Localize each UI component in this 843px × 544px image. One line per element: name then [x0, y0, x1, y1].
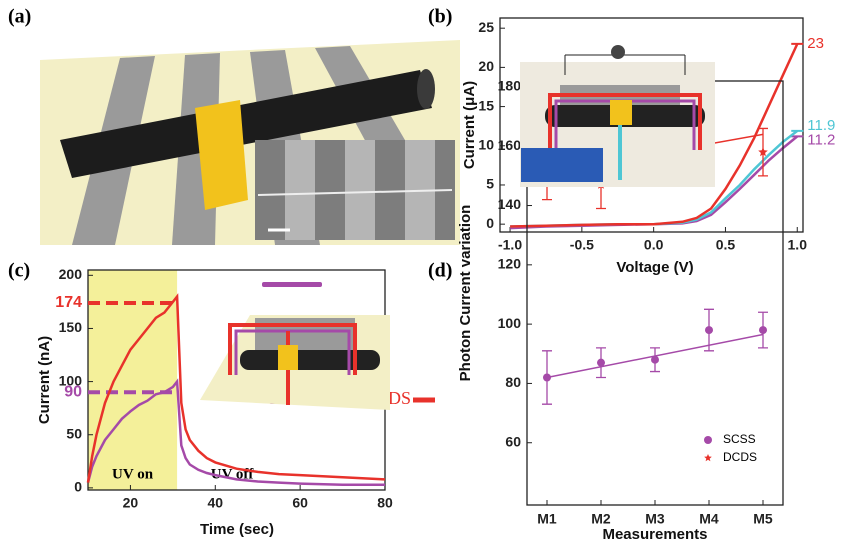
y-tick-label: 180	[498, 78, 522, 94]
y-tick-label: 80	[505, 374, 521, 390]
y-tick-label: 120	[498, 256, 522, 272]
x-axis-label: Measurements	[602, 526, 707, 543]
x-axis-label: Voltage (V)	[616, 259, 693, 276]
x-tick-label: 0.5	[716, 237, 736, 253]
panel-label: (c)	[8, 260, 30, 282]
panel-label: (b)	[428, 6, 452, 28]
data-point	[543, 374, 551, 382]
y-tick-label: 160	[498, 137, 522, 153]
nanowire-end	[417, 69, 435, 109]
data-point	[705, 326, 713, 334]
y-tick-label: 60	[505, 433, 521, 449]
legend-label: DCDS	[723, 450, 757, 464]
x-tick-label: 1.0	[788, 237, 808, 253]
y-tick-label: 0	[74, 479, 82, 495]
x-tick-label: M4	[699, 511, 719, 527]
legend-box	[521, 148, 603, 182]
y-tick-label: 140	[498, 196, 522, 212]
y-tick-label: 15	[478, 97, 494, 113]
reference-label: 174	[55, 294, 82, 311]
reference-label: 90	[64, 383, 82, 400]
y-tick-label: 100	[498, 315, 522, 331]
x-tick-label: M3	[645, 511, 665, 527]
sem-electrode	[285, 140, 315, 240]
data-point	[759, 326, 767, 334]
y-tick-label: 150	[59, 319, 83, 335]
y-axis-label: Photon Current variation	[457, 205, 474, 382]
region-label: UV on	[112, 466, 154, 482]
inset-nanowire	[262, 282, 322, 287]
y-tick-label: 10	[478, 136, 494, 152]
legend-label: SCSS	[723, 432, 756, 446]
x-tick-label: 80	[377, 495, 393, 511]
device-illustration	[40, 40, 460, 245]
y-tick-label: 50	[66, 425, 82, 441]
inset-wire	[240, 350, 380, 370]
value-label: 11.2	[807, 131, 835, 148]
y-tick-label: 0	[486, 215, 494, 231]
x-tick-label: M5	[753, 511, 773, 527]
page: {"panel_labels": ["(a)", "(b)", "(c)", "…	[0, 0, 843, 544]
sem-electrode	[345, 140, 375, 240]
x-tick-label: -1.0	[498, 237, 522, 253]
x-axis-label: Time (sec)	[200, 521, 274, 538]
figure: (a) (b) (c) (d) 0 5 10 15 20 25 -1.0 -0.5 0.0 0.5 1.0 V…	[0, 0, 843, 544]
legend-swatch	[704, 454, 712, 461]
inset-meter	[611, 45, 625, 59]
panel-label: (d)	[428, 260, 452, 282]
data-point	[597, 359, 605, 367]
y-axis-label: Current (μA)	[461, 81, 478, 169]
data-point	[651, 356, 659, 364]
x-tick-label: 40	[207, 495, 223, 511]
x-tick-label: -0.5	[570, 237, 594, 253]
panel-label: (a)	[8, 6, 31, 28]
inset-contact	[278, 345, 298, 370]
x-tick-label: M2	[591, 511, 611, 527]
legend-swatch	[704, 436, 712, 444]
y-tick-label: 20	[478, 58, 494, 74]
y-tick-label: 200	[59, 266, 83, 282]
x-tick-label: M1	[537, 511, 557, 527]
x-tick-label: 0.0	[644, 237, 664, 253]
y-tick-label: 5	[486, 176, 494, 192]
value-label: 23	[807, 35, 824, 52]
y-axis-label: Current (nA)	[36, 336, 53, 424]
inset-contact	[610, 100, 632, 125]
y-tick-label: 25	[478, 19, 494, 35]
x-tick-label: 60	[292, 495, 308, 511]
circuit-inset	[520, 45, 715, 187]
x-tick-label: 20	[123, 495, 139, 511]
device-inset	[200, 282, 390, 410]
value-label: 11.9	[807, 117, 835, 134]
